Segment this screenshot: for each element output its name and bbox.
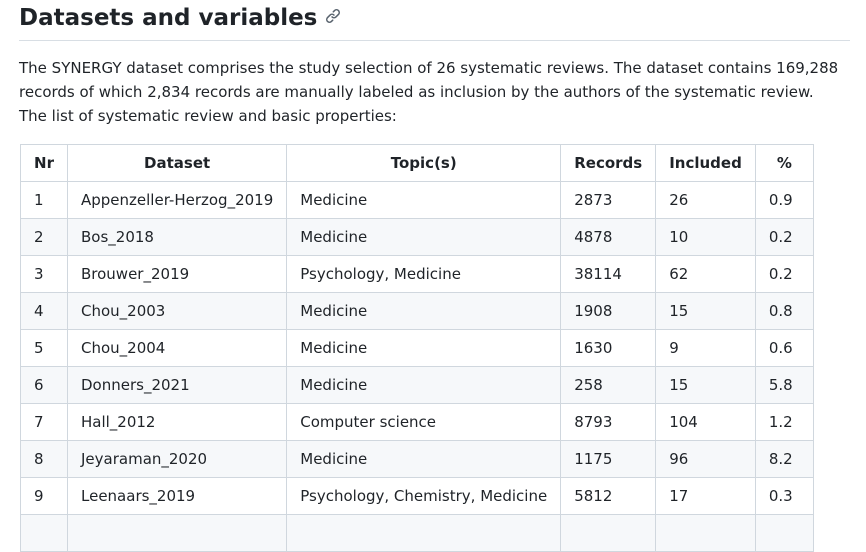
cell-percent — [754, 514, 814, 552]
section-heading: Datasets and variables — [19, 2, 341, 35]
cell-percent: 0.2 — [754, 255, 814, 293]
col-header-topics: Topic(s) — [286, 144, 562, 182]
cell-records: 1630 — [560, 329, 657, 367]
cell-topics: Medicine — [286, 366, 562, 404]
cell-topics: Psychology, Chemistry, Medicine — [286, 477, 562, 515]
cell-included: 104 — [655, 403, 756, 441]
cell-records: 38114 — [560, 255, 657, 293]
cell-percent: 0.2 — [754, 218, 814, 256]
cell-records — [560, 514, 657, 552]
cell-records: 2873 — [560, 181, 657, 219]
section-heading-text: Datasets and variables — [19, 5, 318, 31]
cell-nr: 3 — [20, 255, 68, 293]
table-row: 8 Jeyaraman_2020 Medicine 1175 96 8.2 — [20, 440, 814, 478]
cell-records: 258 — [560, 366, 657, 404]
cell-nr: 9 — [20, 477, 68, 515]
cell-dataset: Appenzeller-Herzog_2019 — [66, 181, 288, 219]
table-row — [20, 514, 814, 552]
cell-topics: Psychology, Medicine — [286, 255, 562, 293]
col-header-included: Included — [655, 144, 756, 182]
cell-topics: Medicine — [286, 181, 562, 219]
cell-percent: 0.8 — [754, 292, 814, 330]
table-row: 1 Appenzeller-Herzog_2019 Medicine 2873 … — [20, 181, 814, 219]
cell-nr: 2 — [20, 218, 68, 256]
cell-included: 17 — [655, 477, 756, 515]
cell-records: 1908 — [560, 292, 657, 330]
cell-included: 26 — [655, 181, 756, 219]
section-heading-wrap: Datasets and variables — [19, 0, 850, 41]
table-row: 5 Chou_2004 Medicine 1630 9 0.6 — [20, 329, 814, 367]
cell-percent: 1.2 — [754, 403, 814, 441]
cell-percent: 0.9 — [754, 181, 814, 219]
intro-paragraph: The SYNERGY dataset comprises the study … — [19, 59, 839, 125]
cell-topics: Medicine — [286, 292, 562, 330]
cell-nr: 6 — [20, 366, 68, 404]
cell-dataset: Chou_2004 — [66, 329, 288, 367]
cell-dataset: Hall_2012 — [66, 403, 288, 441]
cell-topics: Medicine — [286, 329, 562, 367]
cell-dataset: Jeyaraman_2020 — [66, 440, 288, 478]
cell-nr: 5 — [20, 329, 68, 367]
cell-dataset — [66, 514, 288, 552]
cell-percent: 0.3 — [754, 477, 814, 515]
cell-records: 8793 — [560, 403, 657, 441]
table-row: 9 Leenaars_2019 Psychology, Chemistry, M… — [20, 477, 814, 515]
readme-section: Datasets and variables The SYNERGY datas… — [19, 0, 850, 552]
anchor-link-icon[interactable] — [325, 1, 341, 33]
cell-nr — [20, 514, 68, 552]
cell-included — [655, 514, 756, 552]
cell-included: 15 — [655, 366, 756, 404]
cell-included: 10 — [655, 218, 756, 256]
table-row: 6 Donners_2021 Medicine 258 15 5.8 — [20, 366, 814, 404]
col-header-dataset: Dataset — [66, 144, 288, 182]
cell-included: 62 — [655, 255, 756, 293]
cell-percent: 5.8 — [754, 366, 814, 404]
table-row: 7 Hall_2012 Computer science 8793 104 1.… — [20, 403, 814, 441]
cell-records: 5812 — [560, 477, 657, 515]
cell-dataset: Leenaars_2019 — [66, 477, 288, 515]
cell-dataset: Bos_2018 — [66, 218, 288, 256]
cell-percent: 0.6 — [754, 329, 814, 367]
table-row: 4 Chou_2003 Medicine 1908 15 0.8 — [20, 292, 814, 330]
cell-nr: 8 — [20, 440, 68, 478]
cell-topics: Computer science — [286, 403, 562, 441]
col-header-records: Records — [560, 144, 657, 182]
col-header-nr: Nr — [20, 144, 68, 182]
cell-included: 96 — [655, 440, 756, 478]
table-row: 3 Brouwer_2019 Psychology, Medicine 3811… — [20, 255, 814, 293]
table-row: 2 Bos_2018 Medicine 4878 10 0.2 — [20, 218, 814, 256]
cell-nr: 1 — [20, 181, 68, 219]
cell-included: 15 — [655, 292, 756, 330]
table-header-row: Nr Dataset Topic(s) Records Included % — [20, 144, 814, 182]
datasets-table: Nr Dataset Topic(s) Records Included % 1… — [20, 144, 814, 552]
cell-records: 1175 — [560, 440, 657, 478]
cell-dataset: Brouwer_2019 — [66, 255, 288, 293]
cell-topics — [286, 514, 562, 552]
cell-included: 9 — [655, 329, 756, 367]
col-header-percent: % — [754, 144, 814, 182]
cell-dataset: Donners_2021 — [66, 366, 288, 404]
cell-topics: Medicine — [286, 218, 562, 256]
cell-topics: Medicine — [286, 440, 562, 478]
cell-percent: 8.2 — [754, 440, 814, 478]
cell-dataset: Chou_2003 — [66, 292, 288, 330]
cell-nr: 4 — [20, 292, 68, 330]
cell-records: 4878 — [560, 218, 657, 256]
cell-nr: 7 — [20, 403, 68, 441]
